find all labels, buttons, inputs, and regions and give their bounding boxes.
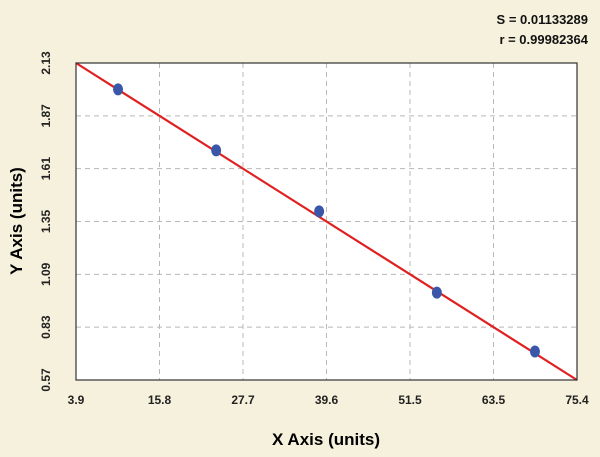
plot-border [75, 62, 578, 381]
x-axis-title: X Axis (units) [272, 430, 380, 449]
data-point [431, 286, 442, 299]
s-statistic: S = 0.01133289 [497, 12, 588, 27]
data-points [113, 83, 540, 358]
x-tick-label: 51.5 [398, 393, 422, 407]
y-tick-label: 1.09 [39, 262, 53, 286]
data-point [113, 83, 124, 96]
x-tick-labels: 3.9 15.8 27.7 39.6 51.5 63.5 75.4 [68, 393, 589, 407]
data-point [211, 144, 222, 157]
y-tick-label: 0.57 [39, 368, 53, 392]
y-tick-label: 0.83 [39, 315, 53, 339]
x-tick-label: 75.4 [565, 393, 589, 407]
x-tick-label: 27.7 [231, 393, 255, 407]
y-tick-label: 1.35 [39, 209, 53, 233]
y-tick-labels: 2.13 1.87 1.61 1.35 1.09 0.83 0.57 [39, 51, 53, 392]
data-point [529, 345, 540, 358]
x-tick-label: 39.6 [315, 393, 339, 407]
y-tick-label: 1.87 [39, 104, 53, 128]
data-point [314, 205, 325, 218]
y-tick-label: 2.13 [39, 51, 53, 75]
y-tick-label: 1.61 [39, 157, 53, 181]
r-statistic: r = 0.99982364 [499, 32, 588, 47]
x-tick-label: 63.5 [482, 393, 506, 407]
x-tick-label: 3.9 [68, 393, 85, 407]
x-tick-label: 15.8 [148, 393, 172, 407]
fit-line [75, 62, 578, 381]
y-axis-title: Y Axis (units) [7, 167, 26, 275]
